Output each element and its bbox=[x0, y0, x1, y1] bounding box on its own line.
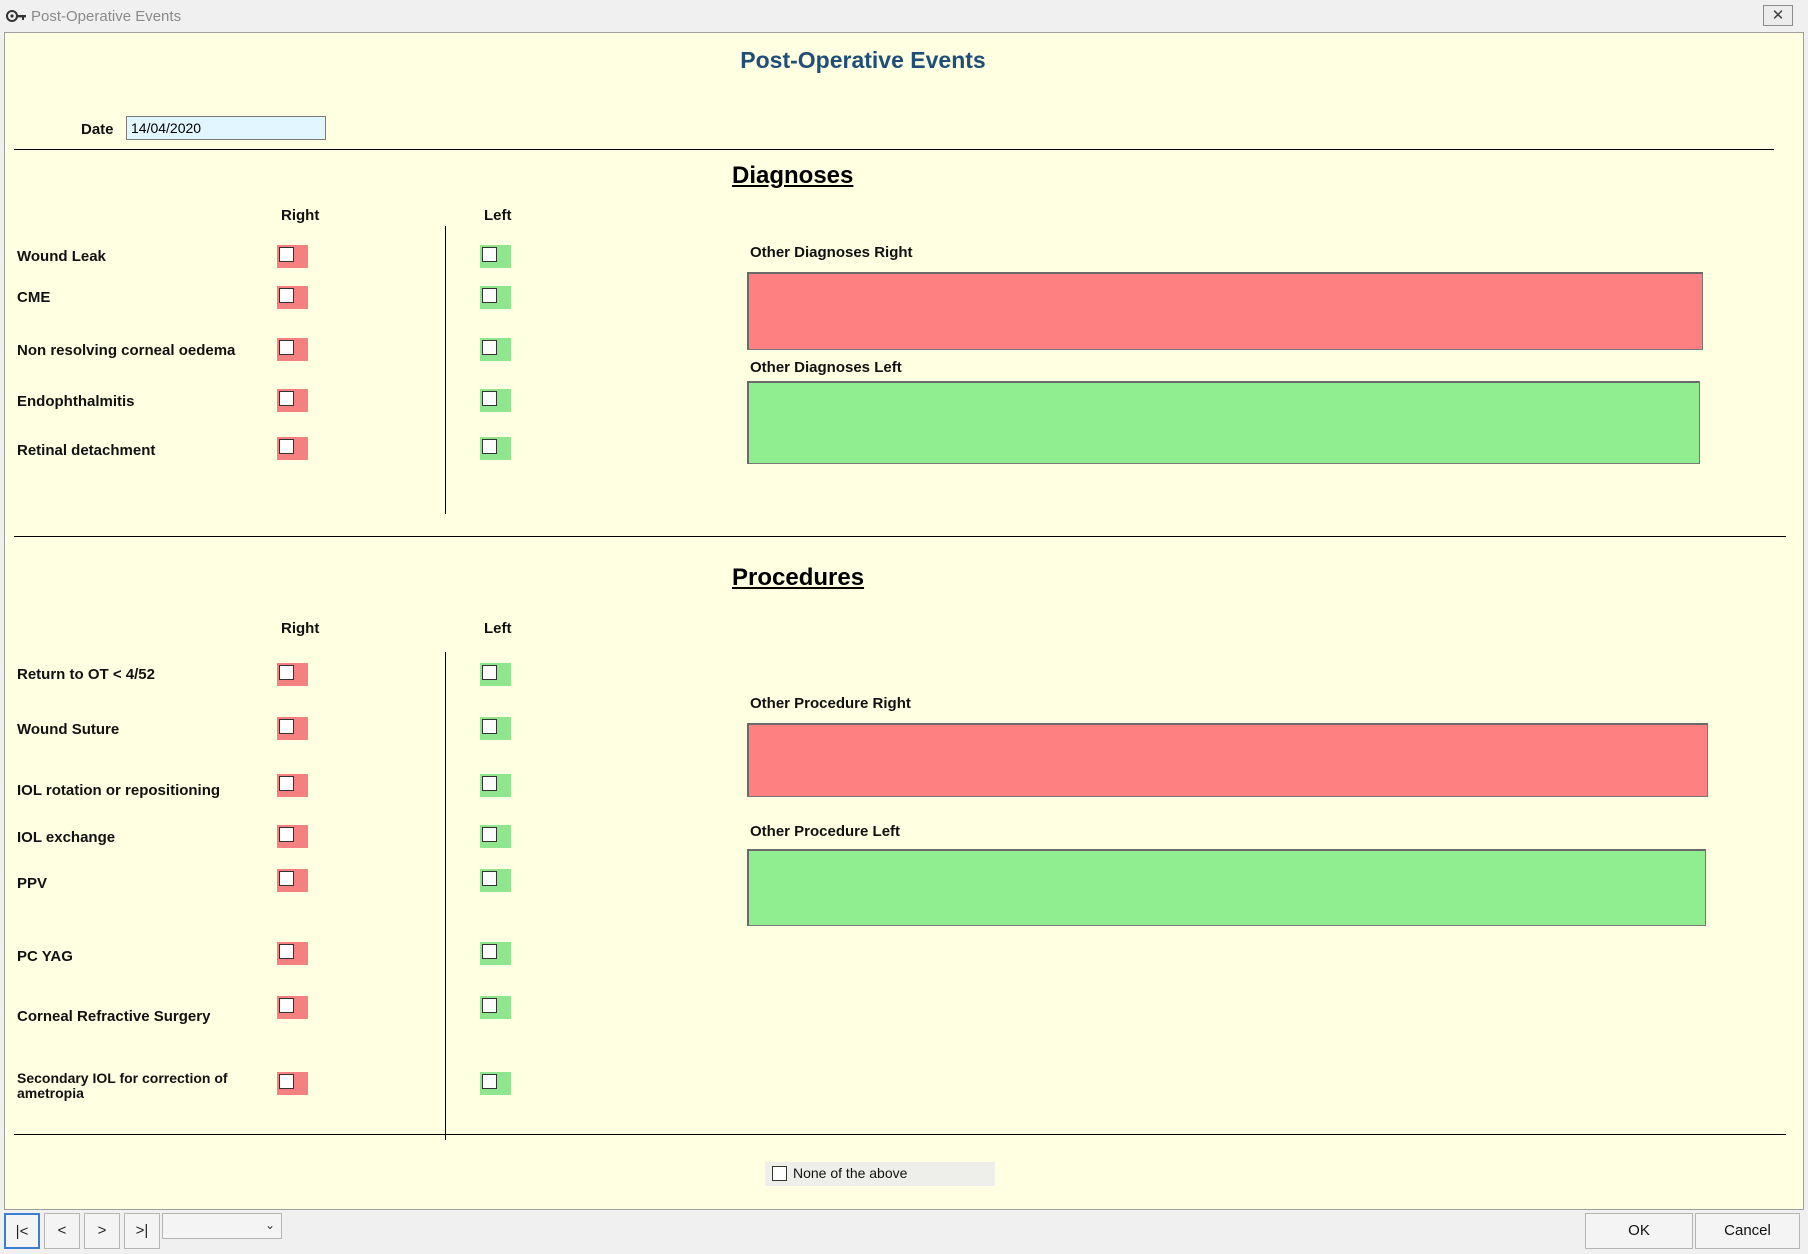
procedure-iol-rotation-left-checkbox[interactable] bbox=[480, 774, 511, 797]
form-panel: Post-Operative Events Date 14/04/2020 Di… bbox=[4, 32, 1804, 1210]
procedure-label-pc-yag: PC YAG bbox=[17, 948, 73, 965]
title-bar: Post-Operative Events ✕ bbox=[0, 0, 1808, 32]
diagnoses-column-divider bbox=[445, 226, 446, 514]
other-procedure-left-label: Other Procedure Left bbox=[750, 823, 901, 840]
navigation-bar: |< < > >| ⌄ OK Cancel bbox=[0, 1210, 1808, 1254]
first-record-button[interactable]: |< bbox=[4, 1213, 40, 1249]
diagnoses-title: Diagnoses bbox=[732, 162, 854, 189]
procedure-return-to-ot-right-checkbox[interactable] bbox=[277, 663, 308, 686]
diagnosis-cme-left-checkbox[interactable] bbox=[480, 286, 511, 309]
diagnosis-corneal-oedema-left-checkbox[interactable] bbox=[480, 338, 511, 361]
procedure-iol-rotation-right-checkbox[interactable] bbox=[277, 774, 308, 797]
diagnoses-left-header: Left bbox=[484, 207, 512, 224]
diagnosis-retinal-detachment-right-checkbox[interactable] bbox=[277, 437, 308, 460]
procedure-ppv-left-checkbox[interactable] bbox=[480, 869, 511, 892]
procedures-column-divider bbox=[445, 652, 446, 1140]
procedures-left-header: Left bbox=[484, 620, 512, 637]
divider-top bbox=[14, 149, 1774, 150]
procedure-return-to-ot-left-checkbox[interactable] bbox=[480, 663, 511, 686]
diagnosis-wound-leak-left-checkbox[interactable] bbox=[480, 245, 511, 268]
form-title: Post-Operative Events bbox=[740, 47, 986, 73]
diagnosis-label-endophthalmitis: Endophthalmitis bbox=[17, 393, 135, 410]
diagnoses-right-header: Right bbox=[281, 207, 320, 224]
diagnosis-label-corneal-oedema: Non resolving corneal oedema bbox=[17, 342, 236, 359]
procedures-title: Procedures bbox=[732, 564, 865, 591]
previous-record-button[interactable]: < bbox=[44, 1213, 80, 1249]
other-procedure-right-label: Other Procedure Right bbox=[750, 695, 911, 712]
procedure-label-corneal-refractive-surgery: Corneal Refractive Surgery bbox=[17, 1008, 211, 1025]
divider-bottom bbox=[14, 1134, 1786, 1135]
procedure-ppv-right-checkbox[interactable] bbox=[277, 869, 308, 892]
other-procedure-left-field[interactable] bbox=[747, 849, 1706, 926]
next-record-button[interactable]: > bbox=[84, 1213, 120, 1249]
procedure-wound-suture-left-checkbox[interactable] bbox=[480, 717, 511, 740]
procedure-corneal-refractive-surgery-right-checkbox[interactable] bbox=[277, 996, 308, 1019]
procedure-iol-exchange-left-checkbox[interactable] bbox=[480, 825, 511, 848]
record-selector-dropdown[interactable]: ⌄ bbox=[162, 1213, 282, 1239]
diagnosis-retinal-detachment-left-checkbox[interactable] bbox=[480, 437, 511, 460]
procedure-label-ppv: PPV bbox=[17, 875, 48, 892]
close-button[interactable]: ✕ bbox=[1763, 5, 1793, 26]
none-of-the-above-checkbox[interactable] bbox=[772, 1166, 787, 1181]
key-icon bbox=[6, 10, 26, 22]
close-icon: ✕ bbox=[1771, 6, 1785, 24]
window-title: Post-Operative Events bbox=[31, 8, 182, 25]
diagnosis-endophthalmitis-left-checkbox[interactable] bbox=[480, 389, 511, 412]
other-diagnoses-right-field[interactable] bbox=[747, 272, 1703, 350]
chevron-down-icon: ⌄ bbox=[264, 1218, 275, 1232]
procedure-label-iol-rotation: IOL rotation or repositioning bbox=[17, 782, 221, 799]
diagnosis-endophthalmitis-right-checkbox[interactable] bbox=[277, 389, 308, 412]
date-input[interactable]: 14/04/2020 bbox=[126, 116, 326, 140]
procedure-label-iol-exchange: IOL exchange bbox=[17, 829, 116, 846]
diagnosis-label-wound-leak: Wound Leak bbox=[17, 248, 106, 265]
procedure-wound-suture-right-checkbox[interactable] bbox=[277, 717, 308, 740]
ok-button[interactable]: OK bbox=[1585, 1213, 1693, 1249]
procedures-right-header: Right bbox=[281, 620, 320, 637]
other-diagnoses-left-field[interactable] bbox=[747, 381, 1700, 464]
other-procedure-right-field[interactable] bbox=[747, 723, 1708, 797]
last-record-button[interactable]: >| bbox=[124, 1213, 160, 1249]
date-label: Date bbox=[81, 121, 114, 138]
procedure-pc-yag-left-checkbox[interactable] bbox=[480, 942, 511, 965]
procedure-corneal-refractive-surgery-left-checkbox[interactable] bbox=[480, 996, 511, 1019]
other-diagnoses-right-label: Other Diagnoses Right bbox=[750, 244, 913, 261]
other-diagnoses-left-label: Other Diagnoses Left bbox=[750, 359, 902, 376]
diagnosis-label-retinal-detachment: Retinal detachment bbox=[17, 442, 156, 459]
diagnosis-label-cme: CME bbox=[17, 289, 51, 306]
diagnosis-corneal-oedema-right-checkbox[interactable] bbox=[277, 338, 308, 361]
procedure-pc-yag-right-checkbox[interactable] bbox=[277, 942, 308, 965]
procedure-iol-exchange-right-checkbox[interactable] bbox=[277, 825, 308, 848]
divider-middle bbox=[14, 536, 1786, 537]
procedure-label-wound-suture: Wound Suture bbox=[17, 721, 120, 738]
none-of-the-above-option[interactable]: None of the above bbox=[765, 1162, 995, 1186]
procedure-secondary-iol-left-checkbox[interactable] bbox=[480, 1072, 511, 1095]
cancel-button[interactable]: Cancel bbox=[1695, 1213, 1800, 1249]
procedure-label-secondary-iol: Secondary IOL for correction of ametropi… bbox=[17, 1070, 228, 1101]
procedure-secondary-iol-right-checkbox[interactable] bbox=[277, 1072, 308, 1095]
diagnosis-cme-right-checkbox[interactable] bbox=[277, 286, 308, 309]
diagnosis-wound-leak-right-checkbox[interactable] bbox=[277, 245, 308, 268]
none-of-the-above-label: None of the above bbox=[793, 1165, 908, 1181]
procedure-label-return-to-ot: Return to OT < 4/52 bbox=[17, 666, 155, 683]
